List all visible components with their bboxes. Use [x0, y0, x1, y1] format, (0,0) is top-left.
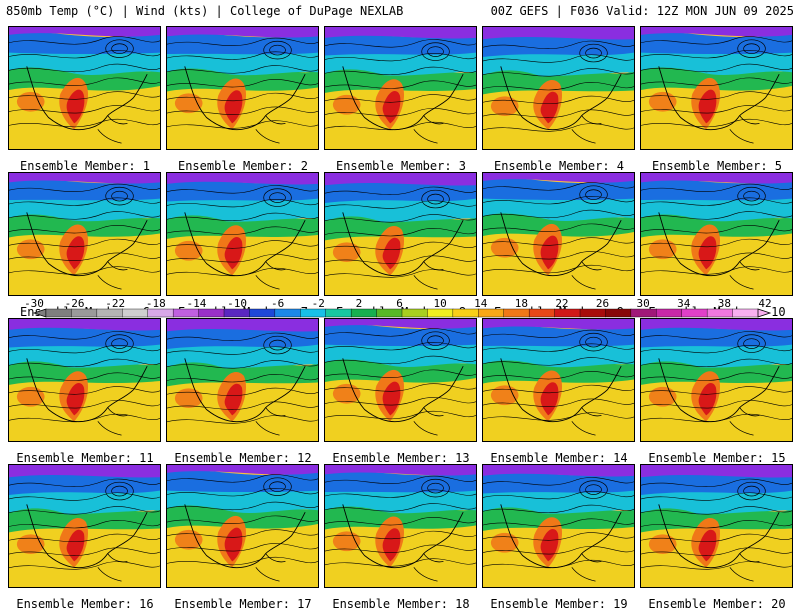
colorbar-tick-label: 26 [595, 297, 610, 310]
ensemble-member-map[interactable] [324, 26, 477, 150]
ensemble-member-label: Ensemble Member: 14 [490, 451, 628, 465]
colorbar-tick-label: 14 [474, 297, 488, 310]
colorbar-tick-label: 30 [636, 297, 650, 310]
ensemble-member-map[interactable] [324, 172, 477, 296]
colorbar-swatch [528, 308, 556, 318]
ensemble-member-label: Ensemble Member: 17 [174, 597, 312, 611]
ensemble-member-label: Ensemble Member: 13 [332, 451, 470, 465]
colorbar-swatch [630, 308, 657, 318]
ensemble-member-label: Ensemble Member: 18 [332, 597, 470, 611]
colorbar-swatch [325, 308, 352, 318]
colorbar-swatch [656, 308, 683, 318]
ensemble-member-label: Ensemble Member: 15 [648, 451, 786, 465]
ensemble-member-label: Ensemble Member: 5 [651, 159, 783, 173]
colorbar-swatch [732, 308, 759, 318]
colorbar-swatch [350, 308, 378, 318]
colorbar-tick-label: 6 [396, 297, 403, 310]
colorbar-tick-label: -10 [227, 297, 247, 310]
colorbar-tick-label: 34 [677, 297, 691, 310]
map-title: 850mb Temp (°C) | Wind (kts) | College o… [6, 4, 404, 18]
colorbar-swatch [274, 308, 301, 318]
ensemble-member-map[interactable] [640, 26, 793, 150]
colorbar-swatch [71, 308, 98, 318]
colorbar-swatch [401, 308, 428, 318]
colorbar-swatch [579, 308, 606, 318]
ensemble-member-map[interactable] [8, 26, 161, 150]
colorbar-swatch [300, 308, 327, 318]
colorbar-swatch [605, 308, 632, 318]
ensemble-member-label: Ensemble Member: 19 [490, 597, 628, 611]
colorbar-swatch [503, 308, 530, 318]
colorbar-swatch [478, 308, 505, 318]
colorbar-tick-label: 42 [758, 297, 772, 310]
colorbar-swatch [706, 308, 734, 318]
ensemble-member-map[interactable] [482, 464, 635, 588]
colorbar-tick-label: -14 [186, 297, 207, 310]
colorbar-swatch [249, 308, 276, 318]
ensemble-member-map[interactable] [8, 464, 161, 588]
ensemble-member-map[interactable] [640, 318, 793, 442]
colorbar-swatch [681, 308, 708, 318]
ensemble-member-label: Ensemble Member: 3 [335, 159, 467, 173]
ensemble-member-label: Ensemble Member: 4 [493, 159, 625, 173]
colorbar-swatch [122, 308, 149, 318]
ensemble-member-map[interactable] [482, 172, 635, 296]
colorbar-tick-label: -2 [311, 297, 325, 310]
colorbar-swatch [376, 308, 403, 318]
ensemble-member-label: Ensemble Member: 11 [16, 451, 154, 465]
colorbar-swatch [172, 308, 200, 318]
ensemble-member-map[interactable] [482, 26, 635, 150]
colorbar-tick-label: -6 [271, 297, 285, 310]
ensemble-member-label: Ensemble Member: 1 [19, 159, 151, 173]
ensemble-member-map[interactable] [166, 172, 319, 296]
ensemble-member-map[interactable] [324, 318, 477, 442]
colorbar-swatch [452, 308, 479, 318]
ensemble-member-map[interactable] [166, 318, 319, 442]
ensemble-member-map[interactable] [8, 172, 161, 296]
colorbar-tick-label: -22 [105, 297, 126, 310]
colorbar-tick-label: 38 [717, 297, 731, 310]
colorbar-swatch [147, 308, 174, 318]
ensemble-member-label: Ensemble Member: 12 [174, 451, 312, 465]
colorbar-swatch [45, 308, 72, 318]
colorbar-swatch [554, 308, 581, 318]
colorbar-tick-label: -26 [64, 297, 85, 310]
colorbar-tick-label: 2 [355, 297, 363, 310]
ensemble-member-map[interactable] [166, 464, 319, 588]
colorbar-tick-label: 22 [555, 297, 569, 310]
ensemble-member-map[interactable] [640, 464, 793, 588]
ensemble-member-map[interactable] [8, 318, 161, 442]
colorbar-tick-label: -30 [24, 297, 44, 310]
ensemble-member-map[interactable] [640, 172, 793, 296]
ensemble-member-label: Ensemble Member: 2 [177, 159, 309, 173]
colorbar-tick-label: 10 [433, 297, 447, 310]
colorbar-tick-label: 18 [514, 297, 528, 310]
colorbar-tick-label: -18 [145, 297, 166, 310]
colorbar-swatch [223, 308, 250, 318]
run-valid-time: 00Z GEFS | F036 Valid: 12Z MON JUN 09 20… [490, 4, 794, 18]
colorbar-swatch [96, 308, 123, 318]
ensemble-member-map[interactable] [324, 464, 477, 588]
ensemble-member-map[interactable] [482, 318, 635, 442]
colorbar-swatch [198, 308, 225, 318]
ensemble-member-label: Ensemble Member: 20 [648, 597, 786, 611]
temperature-colorbar [32, 308, 772, 318]
colorbar-swatch [427, 308, 454, 318]
ensemble-member-map[interactable] [166, 26, 319, 150]
ensemble-member-label: Ensemble Member: 16 [16, 597, 154, 611]
